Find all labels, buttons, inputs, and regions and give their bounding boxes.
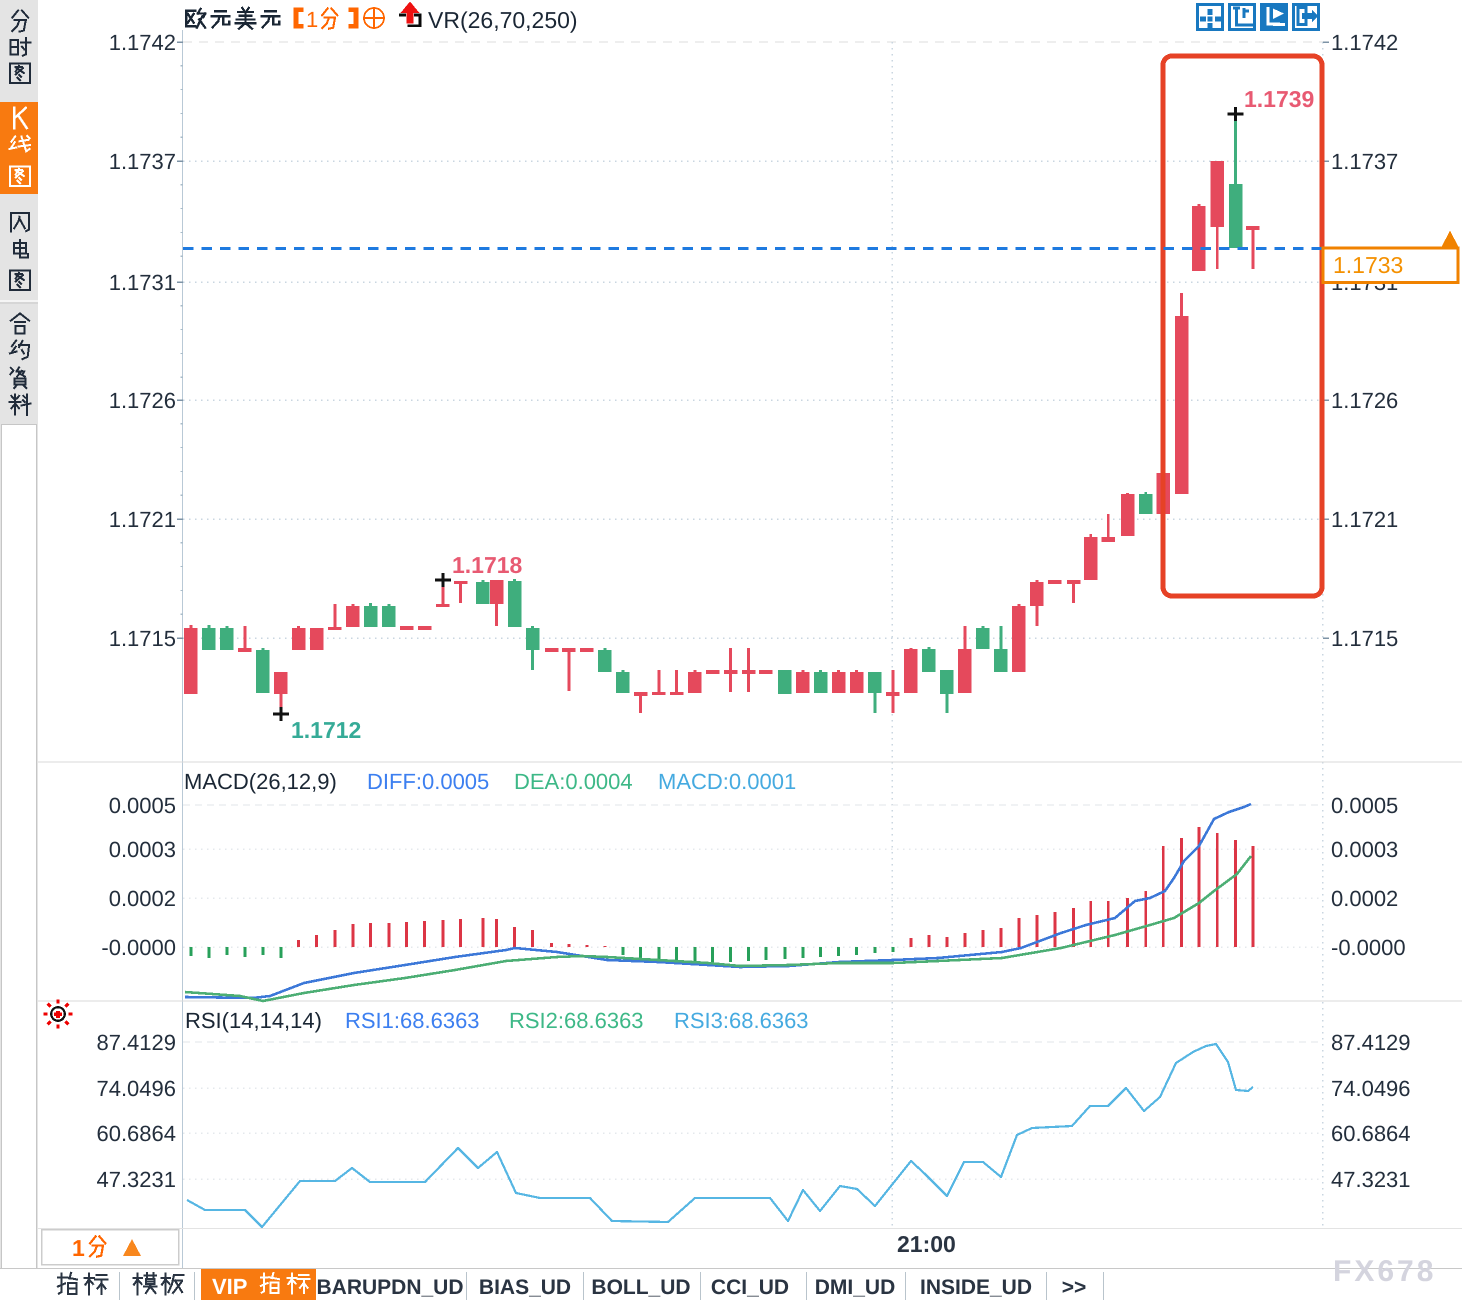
- svg-text:1.1718: 1.1718: [452, 552, 523, 578]
- svg-text:BOLL_UD: BOLL_UD: [591, 1276, 690, 1299]
- svg-text:DEA:0.0004: DEA:0.0004: [514, 769, 633, 794]
- svg-text:1.1726: 1.1726: [1331, 388, 1398, 413]
- svg-text:21:00: 21:00: [897, 1231, 956, 1257]
- svg-text:RSI2:68.6363: RSI2:68.6363: [509, 1008, 644, 1033]
- svg-text:74.0496: 74.0496: [96, 1076, 176, 1101]
- svg-text:1.1733: 1.1733: [1333, 252, 1403, 278]
- svg-text:1.1721: 1.1721: [1331, 507, 1398, 532]
- svg-text:0.0003: 0.0003: [1331, 837, 1398, 862]
- svg-text:1: 1: [72, 1235, 85, 1261]
- svg-text:RSI1:68.6363: RSI1:68.6363: [345, 1008, 480, 1033]
- svg-text:MACD(26,12,9): MACD(26,12,9): [184, 769, 337, 794]
- svg-text:1.1731: 1.1731: [109, 270, 176, 295]
- svg-text:CCI_UD: CCI_UD: [711, 1276, 789, 1299]
- svg-text:1.1712: 1.1712: [291, 717, 361, 743]
- svg-text:0.0002: 0.0002: [1331, 886, 1398, 911]
- svg-text:1.1742: 1.1742: [109, 30, 176, 55]
- svg-text:INSIDE_UD: INSIDE_UD: [920, 1276, 1032, 1299]
- svg-text:1.1739: 1.1739: [1244, 86, 1314, 112]
- svg-text:VIP: VIP: [212, 1274, 247, 1299]
- svg-text:87.4129: 87.4129: [96, 1030, 176, 1055]
- svg-text:BARUPDN_UD: BARUPDN_UD: [316, 1276, 463, 1299]
- svg-text:1: 1: [306, 7, 318, 32]
- svg-text:1.1726: 1.1726: [109, 388, 176, 413]
- svg-text:DIFF:0.0005: DIFF:0.0005: [367, 769, 489, 794]
- svg-text:60.6864: 60.6864: [1331, 1121, 1411, 1146]
- svg-text:VR(26,70,250): VR(26,70,250): [428, 7, 578, 33]
- svg-text:BIAS_UD: BIAS_UD: [479, 1276, 571, 1299]
- svg-text:1.1715: 1.1715: [1331, 626, 1398, 651]
- svg-text:DMI_UD: DMI_UD: [815, 1276, 896, 1299]
- svg-text:60.6864: 60.6864: [96, 1121, 176, 1146]
- svg-text:-0.0000: -0.0000: [101, 935, 176, 960]
- svg-text:1.1737: 1.1737: [109, 149, 176, 174]
- svg-text:1.1715: 1.1715: [109, 626, 176, 651]
- svg-text:RSI(14,14,14): RSI(14,14,14): [185, 1008, 322, 1033]
- svg-text:-0.0000: -0.0000: [1331, 935, 1406, 960]
- svg-text:1.1742: 1.1742: [1331, 30, 1398, 55]
- svg-text:47.3231: 47.3231: [1331, 1167, 1411, 1192]
- svg-text:0.0005: 0.0005: [109, 793, 176, 818]
- svg-text:74.0496: 74.0496: [1331, 1076, 1411, 1101]
- svg-text:0.0002: 0.0002: [109, 886, 176, 911]
- svg-text:RSI3:68.6363: RSI3:68.6363: [674, 1008, 809, 1033]
- svg-text:87.4129: 87.4129: [1331, 1030, 1411, 1055]
- svg-text:1.1721: 1.1721: [109, 507, 176, 532]
- svg-text:1.1737: 1.1737: [1331, 149, 1398, 174]
- svg-text:47.3231: 47.3231: [96, 1167, 176, 1192]
- svg-text:0.0005: 0.0005: [1331, 793, 1398, 818]
- svg-text:MACD:0.0001: MACD:0.0001: [658, 769, 796, 794]
- svg-text:FX678: FX678: [1333, 1255, 1436, 1288]
- svg-text:0.0003: 0.0003: [109, 837, 176, 862]
- svg-text:>>: >>: [1062, 1276, 1087, 1299]
